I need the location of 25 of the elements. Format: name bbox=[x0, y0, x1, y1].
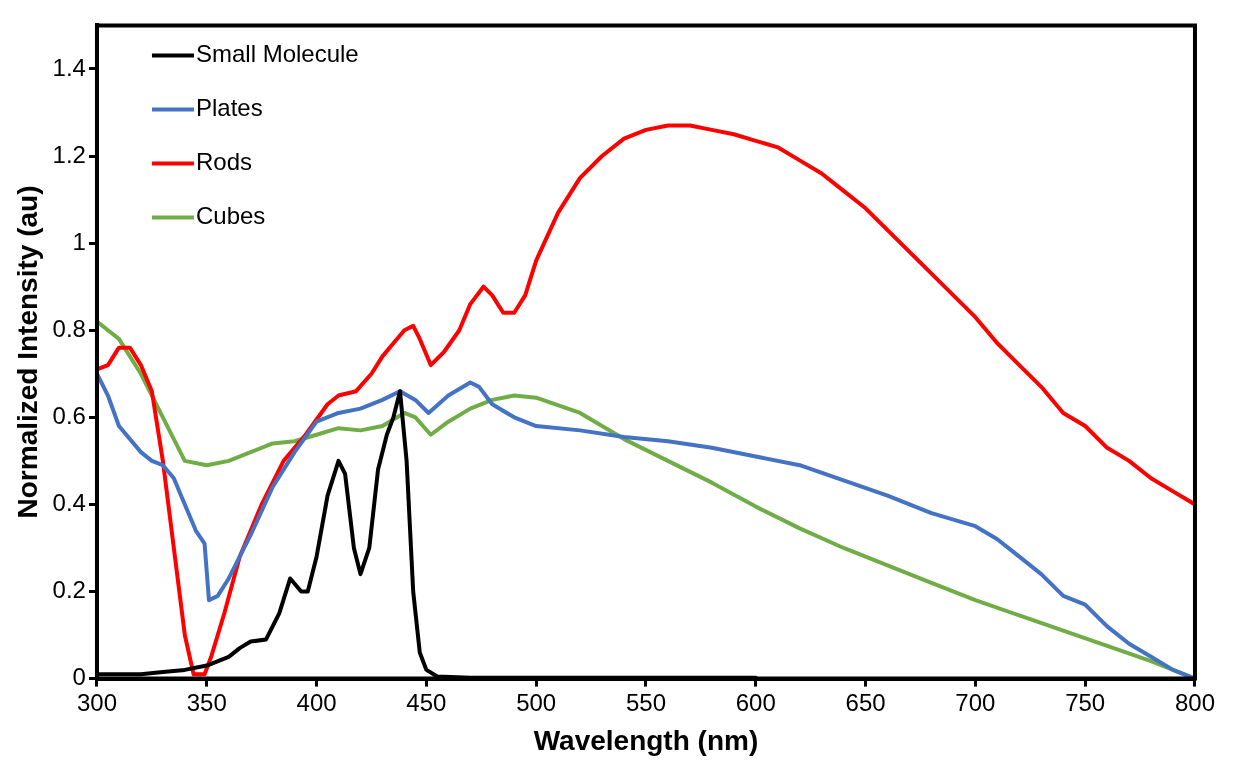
y-tick-label: 1.2 bbox=[52, 140, 86, 168]
y-tick-label: 0.2 bbox=[52, 576, 86, 604]
legend-label: Cubes bbox=[195, 202, 266, 230]
x-tick-label: 700 bbox=[955, 688, 996, 716]
y-tick-label: 0.4 bbox=[52, 489, 86, 517]
x-tick-label: 650 bbox=[845, 688, 886, 716]
legend-label: Rods bbox=[195, 148, 252, 176]
y-axis-title: Normalized Intensity (au) bbox=[11, 185, 43, 519]
y-tick-label: 1 bbox=[72, 227, 86, 255]
y-tick-label: 0.6 bbox=[52, 401, 86, 429]
x-tick-label: 800 bbox=[1174, 688, 1215, 716]
x-tick-label: 400 bbox=[296, 688, 337, 716]
x-tick-label: 750 bbox=[1065, 688, 1106, 716]
x-tick-label: 500 bbox=[516, 688, 557, 716]
x-tick-label: 600 bbox=[735, 688, 776, 716]
y-tick-label: 1.4 bbox=[52, 53, 86, 81]
x-tick-label: 450 bbox=[406, 688, 447, 716]
y-tick-label: 0 bbox=[72, 663, 86, 691]
x-tick-label: 550 bbox=[625, 688, 666, 716]
legend-label: Small Molecule bbox=[195, 40, 359, 68]
x-tick-label: 350 bbox=[186, 688, 227, 716]
x-tick-label: 300 bbox=[76, 688, 117, 716]
x-axis-title: Wavelength (nm) bbox=[533, 724, 759, 756]
legend-label: Plates bbox=[195, 94, 263, 122]
y-tick-label: 0.8 bbox=[52, 314, 86, 342]
